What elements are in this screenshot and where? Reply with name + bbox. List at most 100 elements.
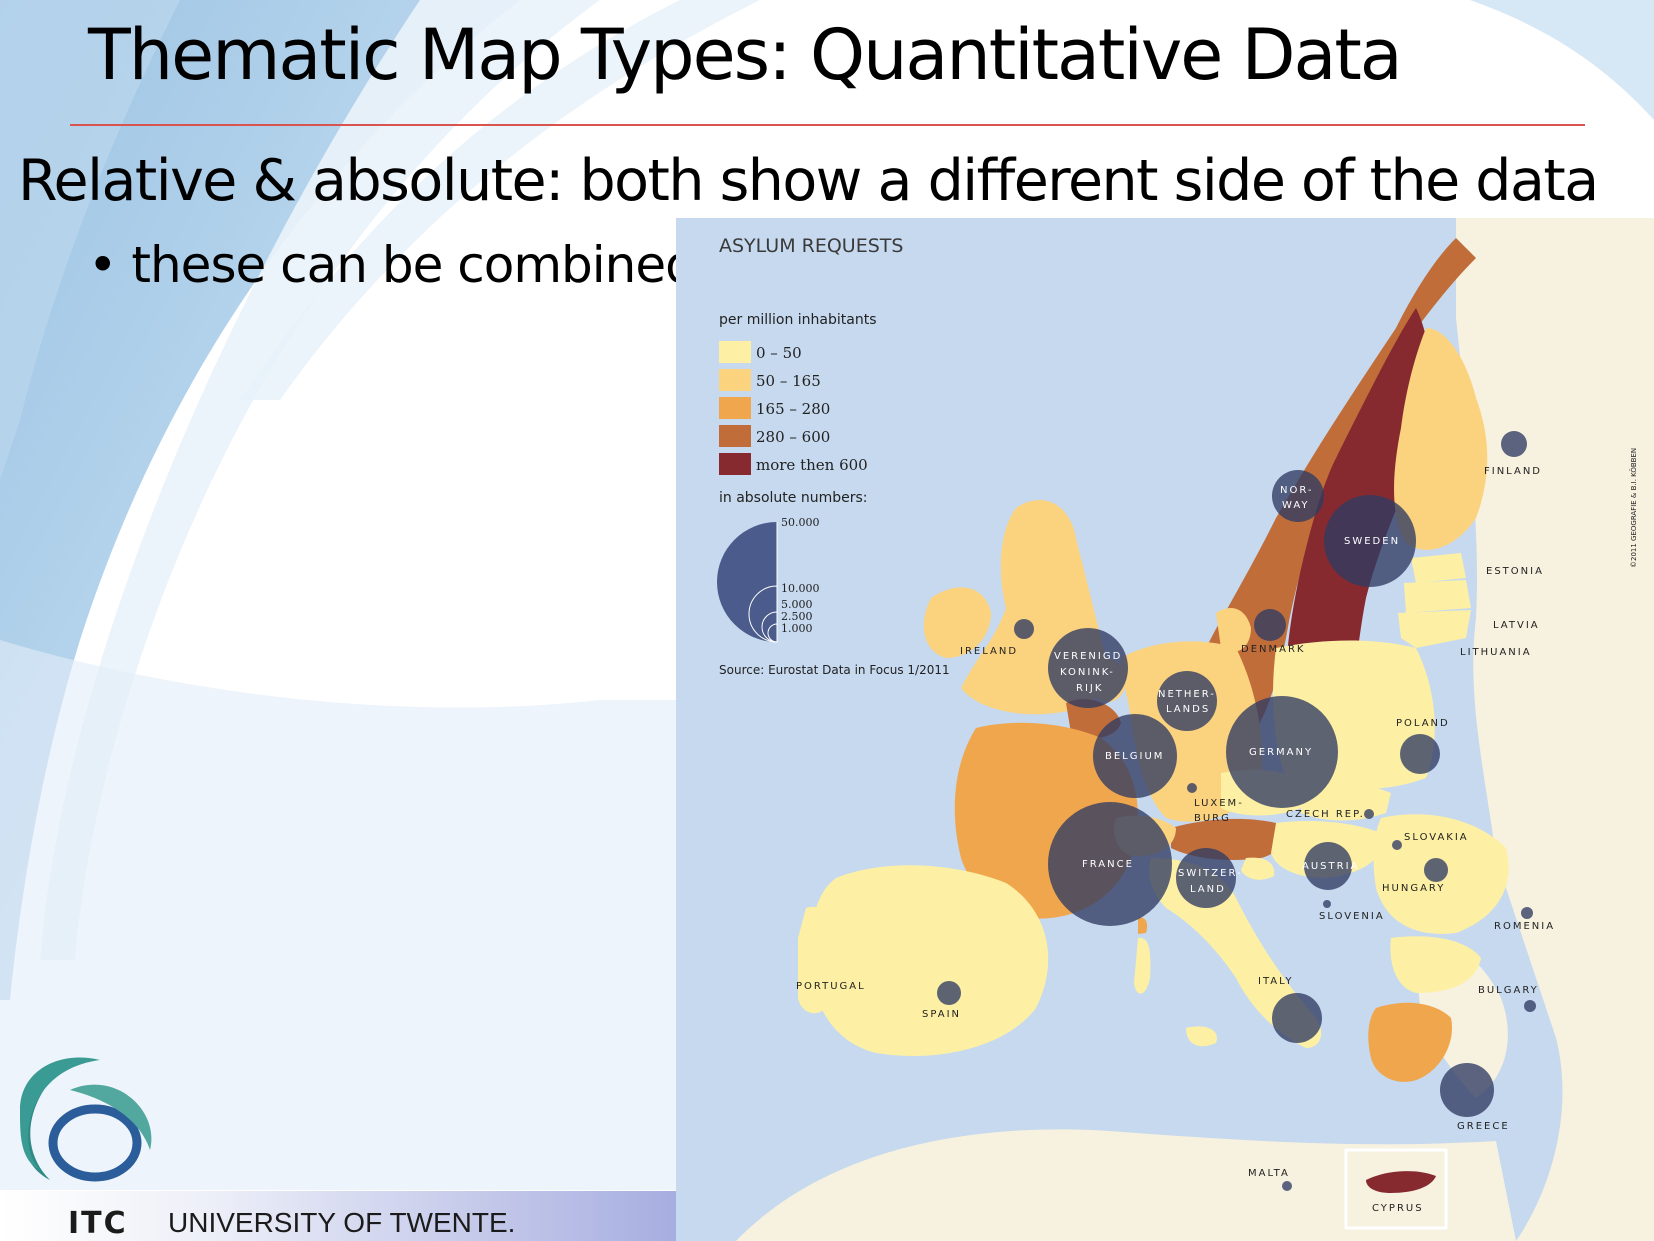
label-slovenia: SLOVENIA xyxy=(1319,911,1385,922)
symbol-denmark xyxy=(1254,609,1286,641)
legend-classes: 0 – 50 50 – 165 165 – 280 280 – 600 more… xyxy=(719,341,868,475)
sicily xyxy=(1186,1026,1217,1047)
label-italy: ITALY xyxy=(1258,976,1293,987)
sardinia xyxy=(1134,937,1151,994)
symbol-greece xyxy=(1440,1063,1494,1117)
finland xyxy=(1394,328,1488,550)
footer-bar xyxy=(0,1191,676,1241)
label-poland: POLAND xyxy=(1396,718,1450,729)
symbol-netherlands xyxy=(1157,671,1217,731)
legend-circle-50000 xyxy=(717,522,777,642)
label-romania: ROMENIA xyxy=(1494,921,1555,932)
non-eu-land-east xyxy=(1456,218,1654,1241)
label-norway-2: WAY xyxy=(1282,500,1310,511)
symbol-united-kingdom xyxy=(1048,628,1128,708)
corsica xyxy=(1138,917,1148,934)
label-estonia: ESTONIA xyxy=(1486,566,1544,577)
symbol-belgium xyxy=(1093,714,1177,798)
label-switzerland-2: LAND xyxy=(1190,884,1226,895)
austria xyxy=(1171,818,1281,860)
label-cyprus: CYPRUS xyxy=(1372,1203,1424,1214)
map-title: ASYLUM REQUESTS xyxy=(719,235,903,257)
portugal xyxy=(798,906,831,1014)
label-uk-2: KONINK- xyxy=(1060,667,1115,678)
symbol-hungary xyxy=(1424,858,1448,882)
itc-logo xyxy=(20,1057,152,1182)
label-slovakia: SLOVAKIA xyxy=(1404,832,1469,843)
label-netherlands-2: LANDS xyxy=(1166,704,1210,715)
symbol-bulgaria xyxy=(1524,1000,1536,1012)
bulgaria xyxy=(1390,936,1481,993)
label-norway-1: NOR- xyxy=(1280,485,1314,496)
background-swoosh xyxy=(0,0,520,1000)
label-hungary: HUNGARY xyxy=(1382,883,1445,894)
symbol-slovenia xyxy=(1323,900,1331,908)
legend-swatch xyxy=(719,369,751,391)
bullet-point: • these can be combined xyxy=(88,236,697,294)
symbol-switzerland xyxy=(1176,848,1236,908)
estonia xyxy=(1411,553,1466,583)
symbol-spain xyxy=(937,981,961,1005)
italy xyxy=(1149,858,1322,1048)
legend-label: 280 – 600 xyxy=(756,428,830,446)
label-switzerland-1: SWITZER- xyxy=(1178,868,1243,879)
label-spain: SPAIN xyxy=(922,1009,961,1020)
size-label: 2.500 xyxy=(781,610,813,623)
symbol-germany xyxy=(1226,696,1338,808)
size-label: 5.000 xyxy=(781,598,813,611)
label-germany: GERMANY xyxy=(1249,747,1313,758)
university-name: UNIVERSITY OF TWENTE. xyxy=(168,1207,516,1238)
symbol-france xyxy=(1048,802,1172,926)
slide-title: Thematic Map Types: Quantitative Data xyxy=(88,14,1403,96)
non-eu-land-africa xyxy=(676,1129,1516,1241)
symbol-austria xyxy=(1304,842,1352,890)
legend-swatch xyxy=(719,341,751,363)
subtitle-text: : both show a different side of the data xyxy=(545,148,1599,214)
legend-absolute-title: in absolute numbers: xyxy=(719,490,868,506)
label-lithuania: LITHUANIA xyxy=(1460,647,1532,658)
legend-circle-sizes: 50.000 10.000 5.000 2.500 1.000 xyxy=(717,516,820,643)
label-netherlands-1: NETHER- xyxy=(1158,689,1216,700)
size-label: 10.000 xyxy=(781,582,820,595)
lithuania xyxy=(1398,610,1471,648)
symbol-czech-republic xyxy=(1364,809,1374,819)
legend-circle-10000 xyxy=(748,585,778,643)
legend-swatch xyxy=(719,397,751,419)
symbol-slovakia xyxy=(1392,840,1402,850)
cyprus xyxy=(1366,1171,1436,1193)
label-sweden: SWEDEN xyxy=(1344,536,1400,547)
map-copyright: ©2011 GEOGRAFIE & B.I. KÖBBEN xyxy=(1629,448,1638,568)
label-finland: FINLAND xyxy=(1484,466,1542,477)
subtitle-emphasis: Relative & absolute xyxy=(18,148,547,214)
symbol-italy xyxy=(1272,993,1322,1043)
latvia xyxy=(1404,580,1471,613)
legend-label: 50 – 165 xyxy=(756,372,821,390)
symbol-poland xyxy=(1400,734,1440,774)
size-label: 50.000 xyxy=(781,516,820,529)
label-czech-republic: CZECH REP. xyxy=(1286,809,1365,820)
size-label: 1.000 xyxy=(781,622,813,635)
label-luxembourg-2: BURG xyxy=(1194,813,1231,824)
symbol-ireland xyxy=(1014,619,1034,639)
label-bulgaria: BULGARY xyxy=(1478,985,1539,996)
label-portugal: PORTUGAL xyxy=(796,981,866,992)
label-malta: MALTA xyxy=(1248,1168,1290,1179)
spain xyxy=(811,865,1049,1056)
itc-logo-text: ITC xyxy=(68,1206,128,1241)
label-austria: AUSTRIA xyxy=(1302,861,1359,872)
symbol-sweden xyxy=(1324,495,1416,587)
label-latvia: LATVIA xyxy=(1493,620,1540,631)
label-denmark: DENMARK xyxy=(1241,644,1305,655)
symbol-malta xyxy=(1282,1181,1292,1191)
symbol-luxembourg xyxy=(1187,783,1197,793)
symbol-romania xyxy=(1521,907,1533,919)
symbol-finland xyxy=(1501,431,1527,457)
ireland xyxy=(923,587,991,658)
legend-label: 165 – 280 xyxy=(756,400,830,418)
legend-label: 0 – 50 xyxy=(756,344,802,362)
label-uk-1: VERENIGD xyxy=(1054,651,1122,662)
legend-relative-title: per million inhabitants xyxy=(719,312,877,328)
denmark xyxy=(1216,608,1251,652)
asylum-requests-map: ASYLUM REQUESTS per million inhabitants … xyxy=(676,218,1654,1241)
legend-swatch xyxy=(719,453,751,475)
